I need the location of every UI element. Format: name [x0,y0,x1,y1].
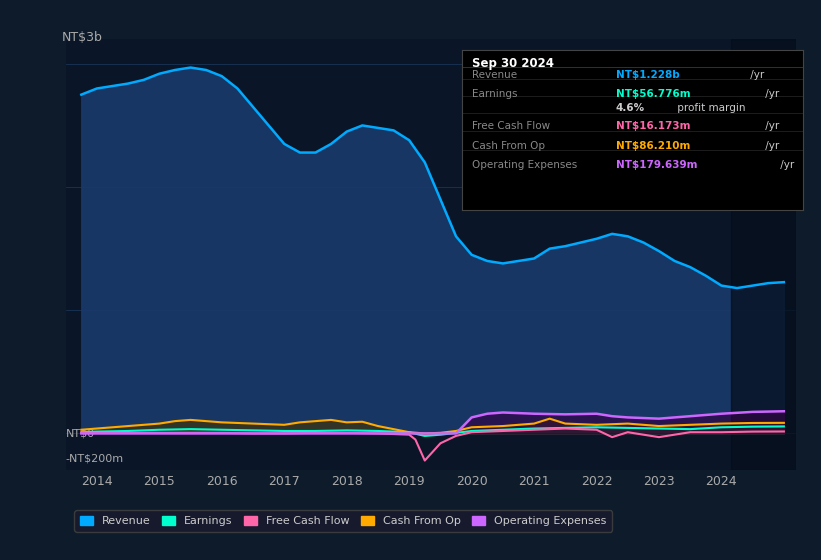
Text: NT$56.776m: NT$56.776m [616,88,690,99]
Text: NT$3b: NT$3b [62,31,103,44]
Text: NT$0: NT$0 [66,428,94,438]
Text: /yr: /yr [762,88,779,99]
Bar [731,39,796,470]
Text: NT$1.228b: NT$1.228b [616,71,679,80]
Text: Operating Expenses: Operating Expenses [472,160,578,170]
Text: NT$16.173m: NT$16.173m [616,122,690,132]
Text: NT$86.210m: NT$86.210m [616,141,690,151]
Text: /yr: /yr [762,122,779,132]
Text: /yr: /yr [777,160,794,170]
Text: 4.6%: 4.6% [616,103,644,113]
Text: /yr: /yr [762,141,779,151]
Text: Earnings: Earnings [472,88,518,99]
Text: -NT$200m: -NT$200m [66,453,124,463]
Text: profit margin: profit margin [674,103,745,113]
Text: Free Cash Flow: Free Cash Flow [472,122,551,132]
Text: Sep 30 2024: Sep 30 2024 [472,57,554,70]
Text: Cash From Op: Cash From Op [472,141,545,151]
Legend: Revenue, Earnings, Free Cash Flow, Cash From Op, Operating Expenses: Revenue, Earnings, Free Cash Flow, Cash … [75,511,612,531]
Text: Revenue: Revenue [472,71,517,80]
Text: NT$179.639m: NT$179.639m [616,160,697,170]
Text: /yr: /yr [747,71,764,80]
